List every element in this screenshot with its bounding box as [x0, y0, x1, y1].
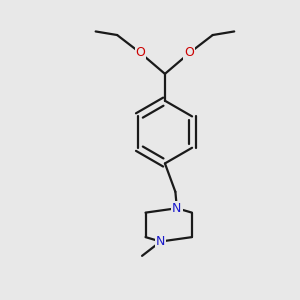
Text: N: N — [156, 235, 165, 248]
Text: O: O — [184, 46, 194, 59]
Text: N: N — [172, 202, 182, 215]
Text: O: O — [136, 46, 146, 59]
